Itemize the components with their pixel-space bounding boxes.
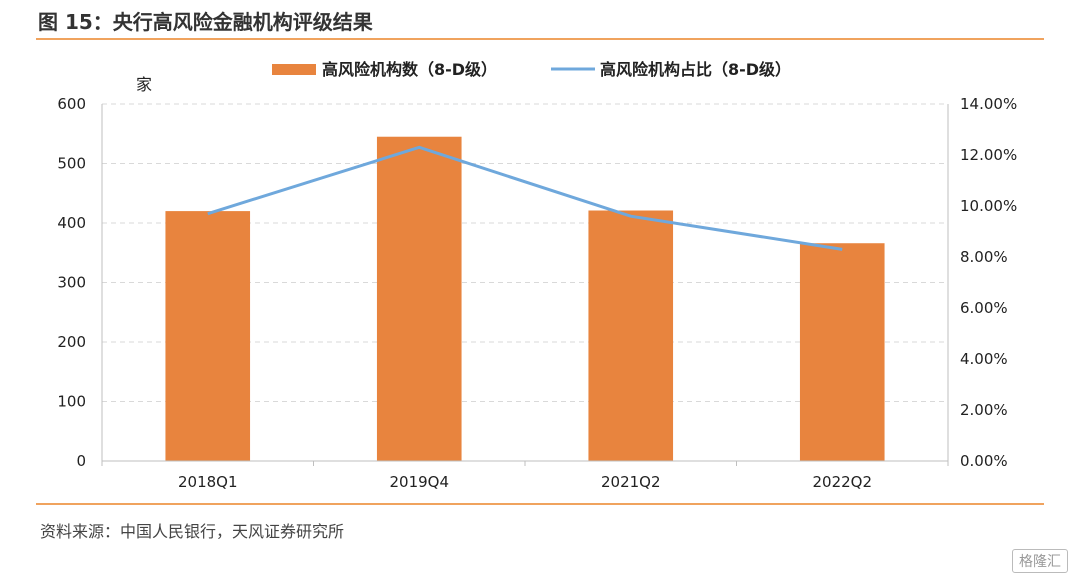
left-axis-tick-label: 300 [57,274,86,292]
legend-bar-swatch [272,64,316,75]
right-axis-tick-label: 10.00% [960,197,1017,215]
bar-2022Q2 [799,243,885,461]
left-axis-tick-label: 400 [57,214,86,232]
left-axis-tick-label: 600 [57,95,86,113]
bar-2018Q1 [165,211,251,461]
legend: 高风险机构数（8-D级） 高风险机构占比（8-D级） [272,60,791,79]
x-axis-tick-label: 2018Q1 [178,473,238,491]
bar-series [165,136,885,461]
bar-2021Q2 [588,210,674,461]
left-axis-tick-label: 500 [57,155,86,173]
left-axis-tick-label: 100 [57,393,86,411]
top-rule [36,38,1044,40]
x-axis-tick-label: 2022Q2 [812,473,872,491]
right-axis-tick-label: 2.00% [960,401,1008,419]
bar-2019Q4 [376,136,462,461]
x-axis-ticks: 2018Q1 2019Q4 2021Q2 2022Q2 [178,473,872,491]
watermark-logo: 格隆汇 [1012,549,1068,573]
right-axis-tick-label: 4.00% [960,350,1008,368]
left-axis-ticks: 0 100 200 300 400 500 600 [57,95,86,470]
axes [101,104,949,466]
figure-title: 图 15：央行高风险金融机构评级结果 [38,10,373,34]
line-series-ratio [207,145,843,251]
left-axis-unit: 家 [136,75,152,94]
legend-bar-label: 高风险机构数（8-D级） [322,60,497,79]
right-axis-tick-label: 6.00% [960,299,1008,317]
right-axis-ticks: 0.00% 2.00% 4.00% 6.00% 8.00% 10.00% 12.00% 14.… [960,95,1017,470]
source-note: 资料来源：中国人民银行，天风证券研究所 [40,522,345,541]
x-axis-tick-label: 2019Q4 [389,473,449,491]
left-axis-tick-label: 0 [76,452,86,470]
left-axis-tick-label: 200 [57,333,86,351]
right-axis-tick-label: 8.00% [960,248,1008,266]
bottom-rule [36,503,1044,505]
legend-line-label: 高风险机构占比（8-D级） [600,60,791,79]
combo-chart: 0 100 200 300 400 500 600 0.00% 2.00% 4.00% 6.00%… [57,60,1017,491]
right-axis-tick-label: 14.00% [960,95,1017,113]
right-axis-tick-label: 0.00% [960,452,1008,470]
x-axis-tick-label: 2021Q2 [601,473,661,491]
right-axis-tick-label: 12.00% [960,146,1017,164]
